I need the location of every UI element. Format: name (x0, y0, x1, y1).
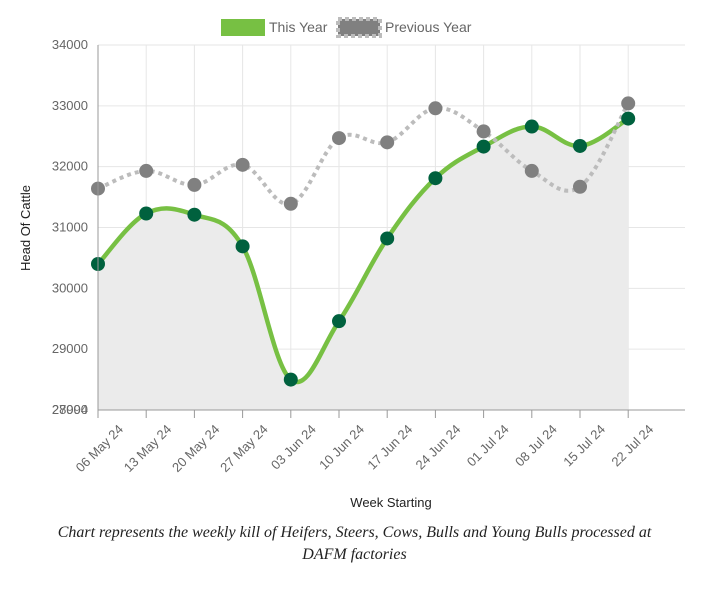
data-point[interactable] (187, 177, 202, 192)
x-tick-label: 01 Jul 24 (464, 422, 512, 470)
line-chart: 34000 33000 32000 31000 30000 29000 2800027994… (18, 17, 685, 510)
data-point[interactable] (380, 135, 395, 150)
data-point[interactable] (621, 111, 636, 126)
x-tick-label: 15 Jul 24 (560, 422, 608, 470)
legend-swatch-this-year[interactable] (221, 19, 265, 36)
x-axis-label: Week Starting (350, 495, 431, 510)
x-tick-label: 20 May 24 (169, 422, 223, 476)
data-point[interactable] (187, 207, 202, 222)
x-tick-label: 22 Jul 24 (608, 422, 656, 470)
data-point[interactable] (332, 314, 346, 329)
legend[interactable]: This Year Previous Year (221, 17, 472, 38)
data-point[interactable] (332, 131, 346, 146)
series-points (91, 96, 636, 387)
axes (97, 45, 685, 411)
y-tick-label: 29000 (52, 341, 88, 356)
data-point[interactable] (139, 163, 154, 178)
data-point[interactable] (524, 119, 539, 134)
x-tick-label: 17 Jun 24 (364, 422, 415, 473)
x-tick-label: 13 May 24 (121, 422, 175, 476)
data-point[interactable] (621, 96, 636, 111)
data-point[interactable] (428, 101, 443, 116)
legend-swatch-previous-year[interactable] (336, 17, 382, 38)
data-point[interactable] (476, 139, 491, 154)
x-tick-label: 10 Jun 24 (316, 422, 367, 473)
data-point[interactable] (283, 372, 298, 387)
this-year-area (98, 118, 629, 410)
x-tick-label: 24 Jun 24 (413, 422, 464, 473)
legend-label-previous-year[interactable]: Previous Year (385, 19, 472, 35)
y-tick-label: 28000 (52, 402, 88, 417)
data-point[interactable] (524, 163, 539, 178)
data-point[interactable] (573, 138, 587, 153)
x-tick-label: 08 Jul 24 (512, 422, 560, 470)
data-point[interactable] (235, 239, 250, 254)
series-area (98, 118, 629, 410)
x-tick-label: 03 Jun 24 (268, 422, 319, 473)
data-point[interactable] (235, 157, 250, 172)
y-tick-label: 34000 (52, 37, 88, 52)
data-point[interactable] (139, 206, 154, 221)
caption-line-1: Chart represents the weekly kill of Heif… (57, 524, 652, 541)
y-tick-label: 31000 (52, 220, 88, 235)
y-tick-label-overlap: 27994 (52, 402, 88, 417)
y-axis-label: Head Of Cattle (18, 185, 33, 271)
y-tick-label: 33000 (52, 98, 88, 113)
data-point[interactable] (476, 124, 491, 139)
x-tick-label: 06 May 24 (73, 422, 127, 476)
chart-caption: Chart represents the weekly kill of Heif… (0, 522, 709, 566)
data-point[interactable] (283, 196, 298, 211)
y-tick-label: 30000 (52, 280, 88, 295)
data-point[interactable] (380, 231, 395, 246)
y-tick-label: 32000 (52, 159, 88, 174)
legend-label-this-year[interactable]: This Year (269, 19, 328, 35)
x-tick-label: 27 May 24 (217, 422, 271, 476)
data-point[interactable] (573, 179, 587, 194)
data-point[interactable] (428, 171, 443, 186)
caption-line-2: DAFM factories (302, 546, 407, 563)
